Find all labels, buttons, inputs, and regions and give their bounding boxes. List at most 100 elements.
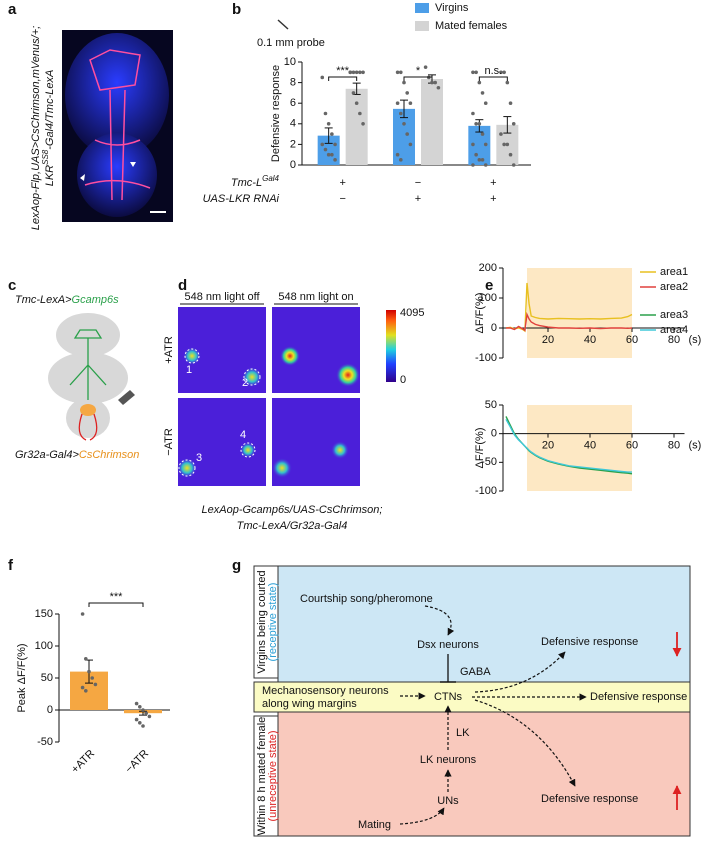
y-tick-label: 6 xyxy=(290,97,296,109)
y-tick-label: 2 xyxy=(290,138,296,150)
data-point xyxy=(326,122,331,126)
x-tick-label: 20 xyxy=(542,440,554,452)
bar xyxy=(345,88,368,165)
y-axis-label: Defensive response xyxy=(270,65,282,162)
data-point xyxy=(93,682,98,687)
y-tick-label: 50 xyxy=(485,399,497,411)
significance: * xyxy=(416,65,421,77)
data-point xyxy=(483,142,488,147)
data-point xyxy=(395,70,400,75)
probe-icon xyxy=(277,19,289,30)
data-point xyxy=(474,70,478,75)
data-point xyxy=(395,101,400,105)
region-label: 1 xyxy=(186,364,192,376)
data-point xyxy=(508,101,513,105)
node: Defensive response xyxy=(541,636,638,648)
stimulus-window xyxy=(527,268,632,358)
genotype-sup: SS8 xyxy=(41,149,50,165)
node: UNs xyxy=(437,795,459,807)
bar xyxy=(468,125,491,165)
node: Mating xyxy=(358,819,391,831)
data-point xyxy=(402,122,406,126)
significance-bracket xyxy=(403,76,433,81)
data-point xyxy=(323,147,328,152)
data-point xyxy=(361,122,365,126)
row-label: +ATR xyxy=(163,336,175,364)
node: Defensive response xyxy=(590,691,687,703)
data-point xyxy=(141,708,145,712)
data-point xyxy=(141,724,145,728)
x-tick-label: 80 xyxy=(668,334,680,346)
caption: LexAop-Gcamp6s/UAS-CsChrimson; xyxy=(202,504,383,516)
legend-swatch xyxy=(415,21,429,31)
data-point xyxy=(511,163,516,167)
model-diagram xyxy=(253,565,691,837)
data-point xyxy=(471,163,475,167)
region-label: 4 xyxy=(240,429,246,441)
data-point xyxy=(333,142,337,147)
x-tick-label: 60 xyxy=(626,334,638,346)
panel-label: b xyxy=(232,1,241,18)
driver: Gr32a-Gal4> xyxy=(15,449,79,461)
genotype-cell: + xyxy=(490,177,496,189)
y-tick-label: 50 xyxy=(41,672,53,684)
driver-label: Gr32a-Gal4>CsChrimson xyxy=(15,449,139,461)
x-tick-label: 40 xyxy=(584,440,596,452)
data-point xyxy=(326,152,331,157)
x-tick-label: −ATR xyxy=(123,748,151,776)
genotype-cell: + xyxy=(339,177,345,189)
data-point xyxy=(361,70,365,75)
state-label: Virgins being courted xyxy=(256,570,268,673)
data-point xyxy=(405,91,410,95)
panel-label: g xyxy=(232,557,241,574)
probe-label: 0.1 mm probe xyxy=(257,37,325,49)
genotype-part: -Gal4/Tmc-LexA xyxy=(44,70,56,150)
genotype-name: UAS-LKR RNAi xyxy=(203,193,280,205)
driver-label: Tmc-LexA>Gcamp6s xyxy=(15,294,119,306)
data-point xyxy=(408,101,413,105)
data-point xyxy=(480,132,485,136)
legend-label: area2 xyxy=(660,281,688,293)
significance-bracket xyxy=(88,602,144,607)
panel-label: d xyxy=(178,277,187,294)
y-tick-label: -50 xyxy=(37,736,53,748)
x-unit: (s) xyxy=(689,334,702,346)
reporter: Gcamp6s xyxy=(72,294,120,306)
genotype-cell: − xyxy=(339,193,345,205)
node: CTNs xyxy=(434,691,463,703)
edge-label: LK xyxy=(456,727,470,739)
data-point xyxy=(144,711,148,715)
data-point xyxy=(84,657,88,661)
state-label: (receptive state) xyxy=(267,583,279,662)
node: LK neurons xyxy=(420,754,477,766)
y-tick-label: 0 xyxy=(491,322,497,334)
y-tick-label: 10 xyxy=(284,56,296,68)
data-point xyxy=(477,158,482,162)
data-point xyxy=(480,91,485,95)
data-point xyxy=(84,689,88,693)
fly-diagram xyxy=(48,313,135,441)
data-point xyxy=(408,142,413,147)
data-point xyxy=(147,714,152,719)
significance: *** xyxy=(110,591,124,603)
error-bar xyxy=(475,119,484,133)
significance: n.s. xyxy=(484,65,502,77)
data-point xyxy=(483,101,488,105)
region-label: 2 xyxy=(242,377,248,389)
x-unit: (s) xyxy=(689,440,702,452)
panel-label: e xyxy=(485,277,493,294)
genotype-sup: Gal4 xyxy=(262,174,279,183)
data-point xyxy=(330,132,334,136)
data-point xyxy=(477,122,482,126)
state-label: Within 8 h mated female xyxy=(256,717,268,836)
significance-bracket xyxy=(478,76,508,81)
y-tick-label: 100 xyxy=(35,640,53,652)
data-point xyxy=(358,111,362,116)
error-bar xyxy=(324,127,333,144)
data-point xyxy=(87,669,91,674)
data-point xyxy=(351,70,356,75)
colorbar-min: 0 xyxy=(400,374,406,386)
panel-label: a xyxy=(8,1,17,18)
y-tick-label: -50 xyxy=(481,456,497,468)
